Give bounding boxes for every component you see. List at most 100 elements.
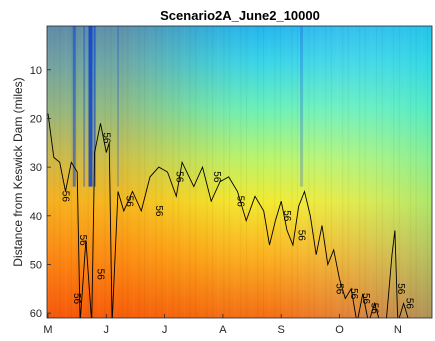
chart-title: Scenario2A_June2_10000 [160,8,320,23]
heatmap-stripe [121,26,123,318]
heatmap-stripe [223,26,225,318]
heatmap-stripe [404,26,406,318]
contour-label: 56 [404,298,415,310]
heatmap-stripe [88,26,93,187]
heatmap-stripe [353,26,355,318]
x-tick-label: J [104,324,110,336]
contour-label: 56 [234,196,245,208]
contour-label: 56 [173,171,184,183]
heatmap-stripe [257,26,259,318]
y-tick-label: 30 [30,162,42,174]
heatmap-stripe [211,26,214,318]
heatmap-stripe [189,26,191,318]
plot-frame [46,25,433,319]
heatmap-stripe [426,26,429,318]
x-tick-label: M [43,324,52,336]
heatmap-stripe [398,26,400,318]
heatmap-stripe [302,26,304,318]
heatmap-stripe [409,26,412,318]
heatmap-stripe [115,26,118,318]
heatmap-stripe [64,26,67,318]
contour-label: 56 [211,171,222,183]
x-tick-label: N [394,324,402,336]
heatmap-stripe [274,26,276,318]
heatmap-stripe [342,26,344,318]
heatmap-stripe [110,26,112,318]
y-tick-label: 50 [30,259,42,271]
heatmap-stripe [291,26,293,318]
y-tick-label: 60 [30,308,42,320]
heatmap-stripe [53,26,55,318]
heatmap-stripe [364,26,366,318]
x-tick-label: O [335,324,344,336]
heatmap-stripe [83,26,86,187]
heatmap-stripe [116,26,119,187]
heatmap-stripe [48,26,50,318]
heatmap-stripe [336,26,338,318]
heatmap-stripe [104,26,106,318]
contour-line [47,113,409,318]
heatmap-stripe [93,26,96,187]
heatmap-stripe [161,26,163,318]
heatmap-stripe [178,26,180,318]
contour-label: 56 [395,283,406,295]
heatmap-field [47,26,434,318]
heatmap-stripe [228,26,231,318]
heatmap-stripe [319,26,321,318]
contour-label: 56 [369,303,380,315]
heatmap-stripe [296,26,299,318]
heatmap-stripe [81,26,84,318]
contour-label: 56 [95,269,106,281]
heatmap-stripe [200,26,202,318]
contour-label: 56 [281,210,292,222]
contour-label: 56 [60,191,71,203]
heatmap-stripe [268,26,270,318]
y-tick-label: 10 [30,65,42,77]
heatmap-stripe [183,26,185,318]
heatmap-stripe [433,26,434,318]
heatmap-stripe [387,26,389,318]
heatmap-stripe [262,26,265,318]
heatmap-stripe [138,26,140,318]
contour-label: 56 [124,196,135,208]
heatmap-stripe [245,26,248,318]
y-axis: 10 20 30 40 50 60 [30,65,51,320]
contour-label: 56 [348,288,359,300]
y-tick-label: 40 [30,211,42,223]
heatmap-stripe [251,26,253,318]
heatmap-stripe [132,26,135,318]
heatmap-stripe [70,26,72,318]
heatmap-stripe [87,26,89,318]
heatmap-stripe [381,26,383,318]
heatmap-stripe [415,26,417,318]
heatmap-stripe [421,26,423,318]
heatmap-stripe [217,26,219,318]
contour-label: 56 [77,235,88,247]
heatmap-stripe [127,26,129,318]
x-tick-label: A [219,324,227,336]
heatmap-stripe [144,26,146,318]
y-axis-label: Distance from Keswick Dam (miles) [11,77,25,266]
heatmap-stripe [392,26,395,318]
heatmap-stripe [359,26,361,318]
heatmap-stripe [149,26,151,318]
heatmap-stripe [279,26,282,318]
heatmap-stripe [347,26,349,318]
contour-label: 56 [100,132,111,144]
heatmap-stripe [72,26,76,187]
y-tick-label: 20 [30,113,42,125]
heatmap-stripe [172,26,174,318]
heatmap-stripe [285,26,287,318]
x-tick-label: S [278,324,285,336]
heatmap-stripe [308,26,310,318]
x-tick-label: J [162,324,168,336]
heatmap-stripe [155,26,157,318]
heatmap-stripe [53,26,55,318]
heatmap-stripe [195,26,197,318]
contour-label: 56 [360,293,371,305]
heatmap-stripe [313,26,315,318]
heatmap-stripe [330,26,332,318]
